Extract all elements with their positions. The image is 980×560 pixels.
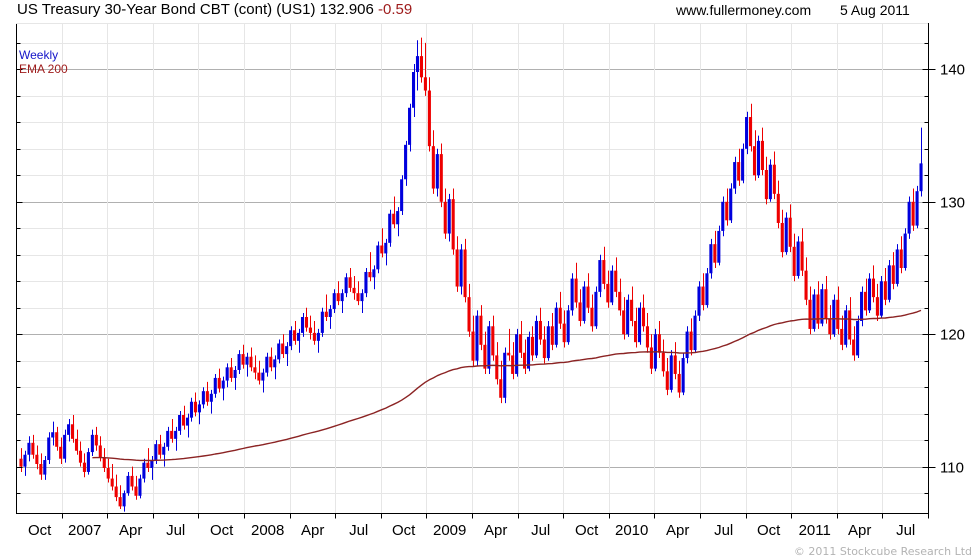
- x-axis-label: Oct: [210, 522, 234, 538]
- chart-area: 110 120 130 140 Oct 2007 Apr Jul Oct 2008 Apr Jul O…: [0, 22, 980, 538]
- last-price: 132.906: [319, 1, 374, 18]
- x-axis-label: Oct: [757, 522, 781, 538]
- y-axis-label: 130: [940, 195, 965, 212]
- x-axis-label: 2007: [68, 522, 101, 538]
- y-axis: 110 120 130 140: [16, 43, 965, 494]
- y-axis-label: 140: [940, 62, 965, 79]
- x-axis-label: Jul: [349, 522, 368, 538]
- grid-vertical: [62, 23, 883, 513]
- x-axis-label: 2009: [433, 522, 466, 538]
- x-axis: Oct 2007 Apr Jul Oct 2008 Apr Jul Oct 2009 Apr Jul O…: [28, 513, 929, 538]
- x-axis-label: Apr: [119, 522, 142, 538]
- x-axis-label: Apr: [484, 522, 507, 538]
- x-axis-label: Jul: [896, 522, 915, 538]
- page-title: US Treasury 30-Year Bond CBT (cont) (US1…: [17, 1, 412, 18]
- x-axis-label: Apr: [301, 522, 324, 538]
- y-axis-label: 120: [940, 327, 965, 344]
- x-axis-label: Apr: [848, 522, 871, 538]
- x-axis-label: Oct: [392, 522, 416, 538]
- instrument-name: US Treasury 30-Year Bond CBT (cont) (US1…: [17, 1, 316, 18]
- ema-200-line: [92, 309, 922, 462]
- x-axis-label: Jul: [531, 522, 550, 538]
- x-axis-label: Jul: [166, 522, 185, 538]
- x-axis-label: Jul: [714, 522, 733, 538]
- y-axis-label: 110: [940, 460, 964, 477]
- price-change: -0.59: [378, 1, 413, 18]
- x-axis-label: 2008: [251, 522, 284, 538]
- x-axis-label: 2010: [615, 522, 648, 538]
- website-label: www.fullermoney.com: [676, 2, 812, 18]
- x-axis-label: Oct: [575, 522, 599, 538]
- x-axis-label: 2011: [799, 522, 831, 538]
- candlestick-series: [19, 37, 923, 512]
- copyright-notice: © 2011 Stockcube Research Ltd: [793, 545, 972, 558]
- x-axis-label: Apr: [666, 522, 689, 538]
- as-of-date: 5 Aug 2011: [840, 2, 910, 18]
- x-axis-label: Oct: [28, 522, 52, 538]
- chart-header: US Treasury 30-Year Bond CBT (cont) (US1…: [0, 0, 980, 22]
